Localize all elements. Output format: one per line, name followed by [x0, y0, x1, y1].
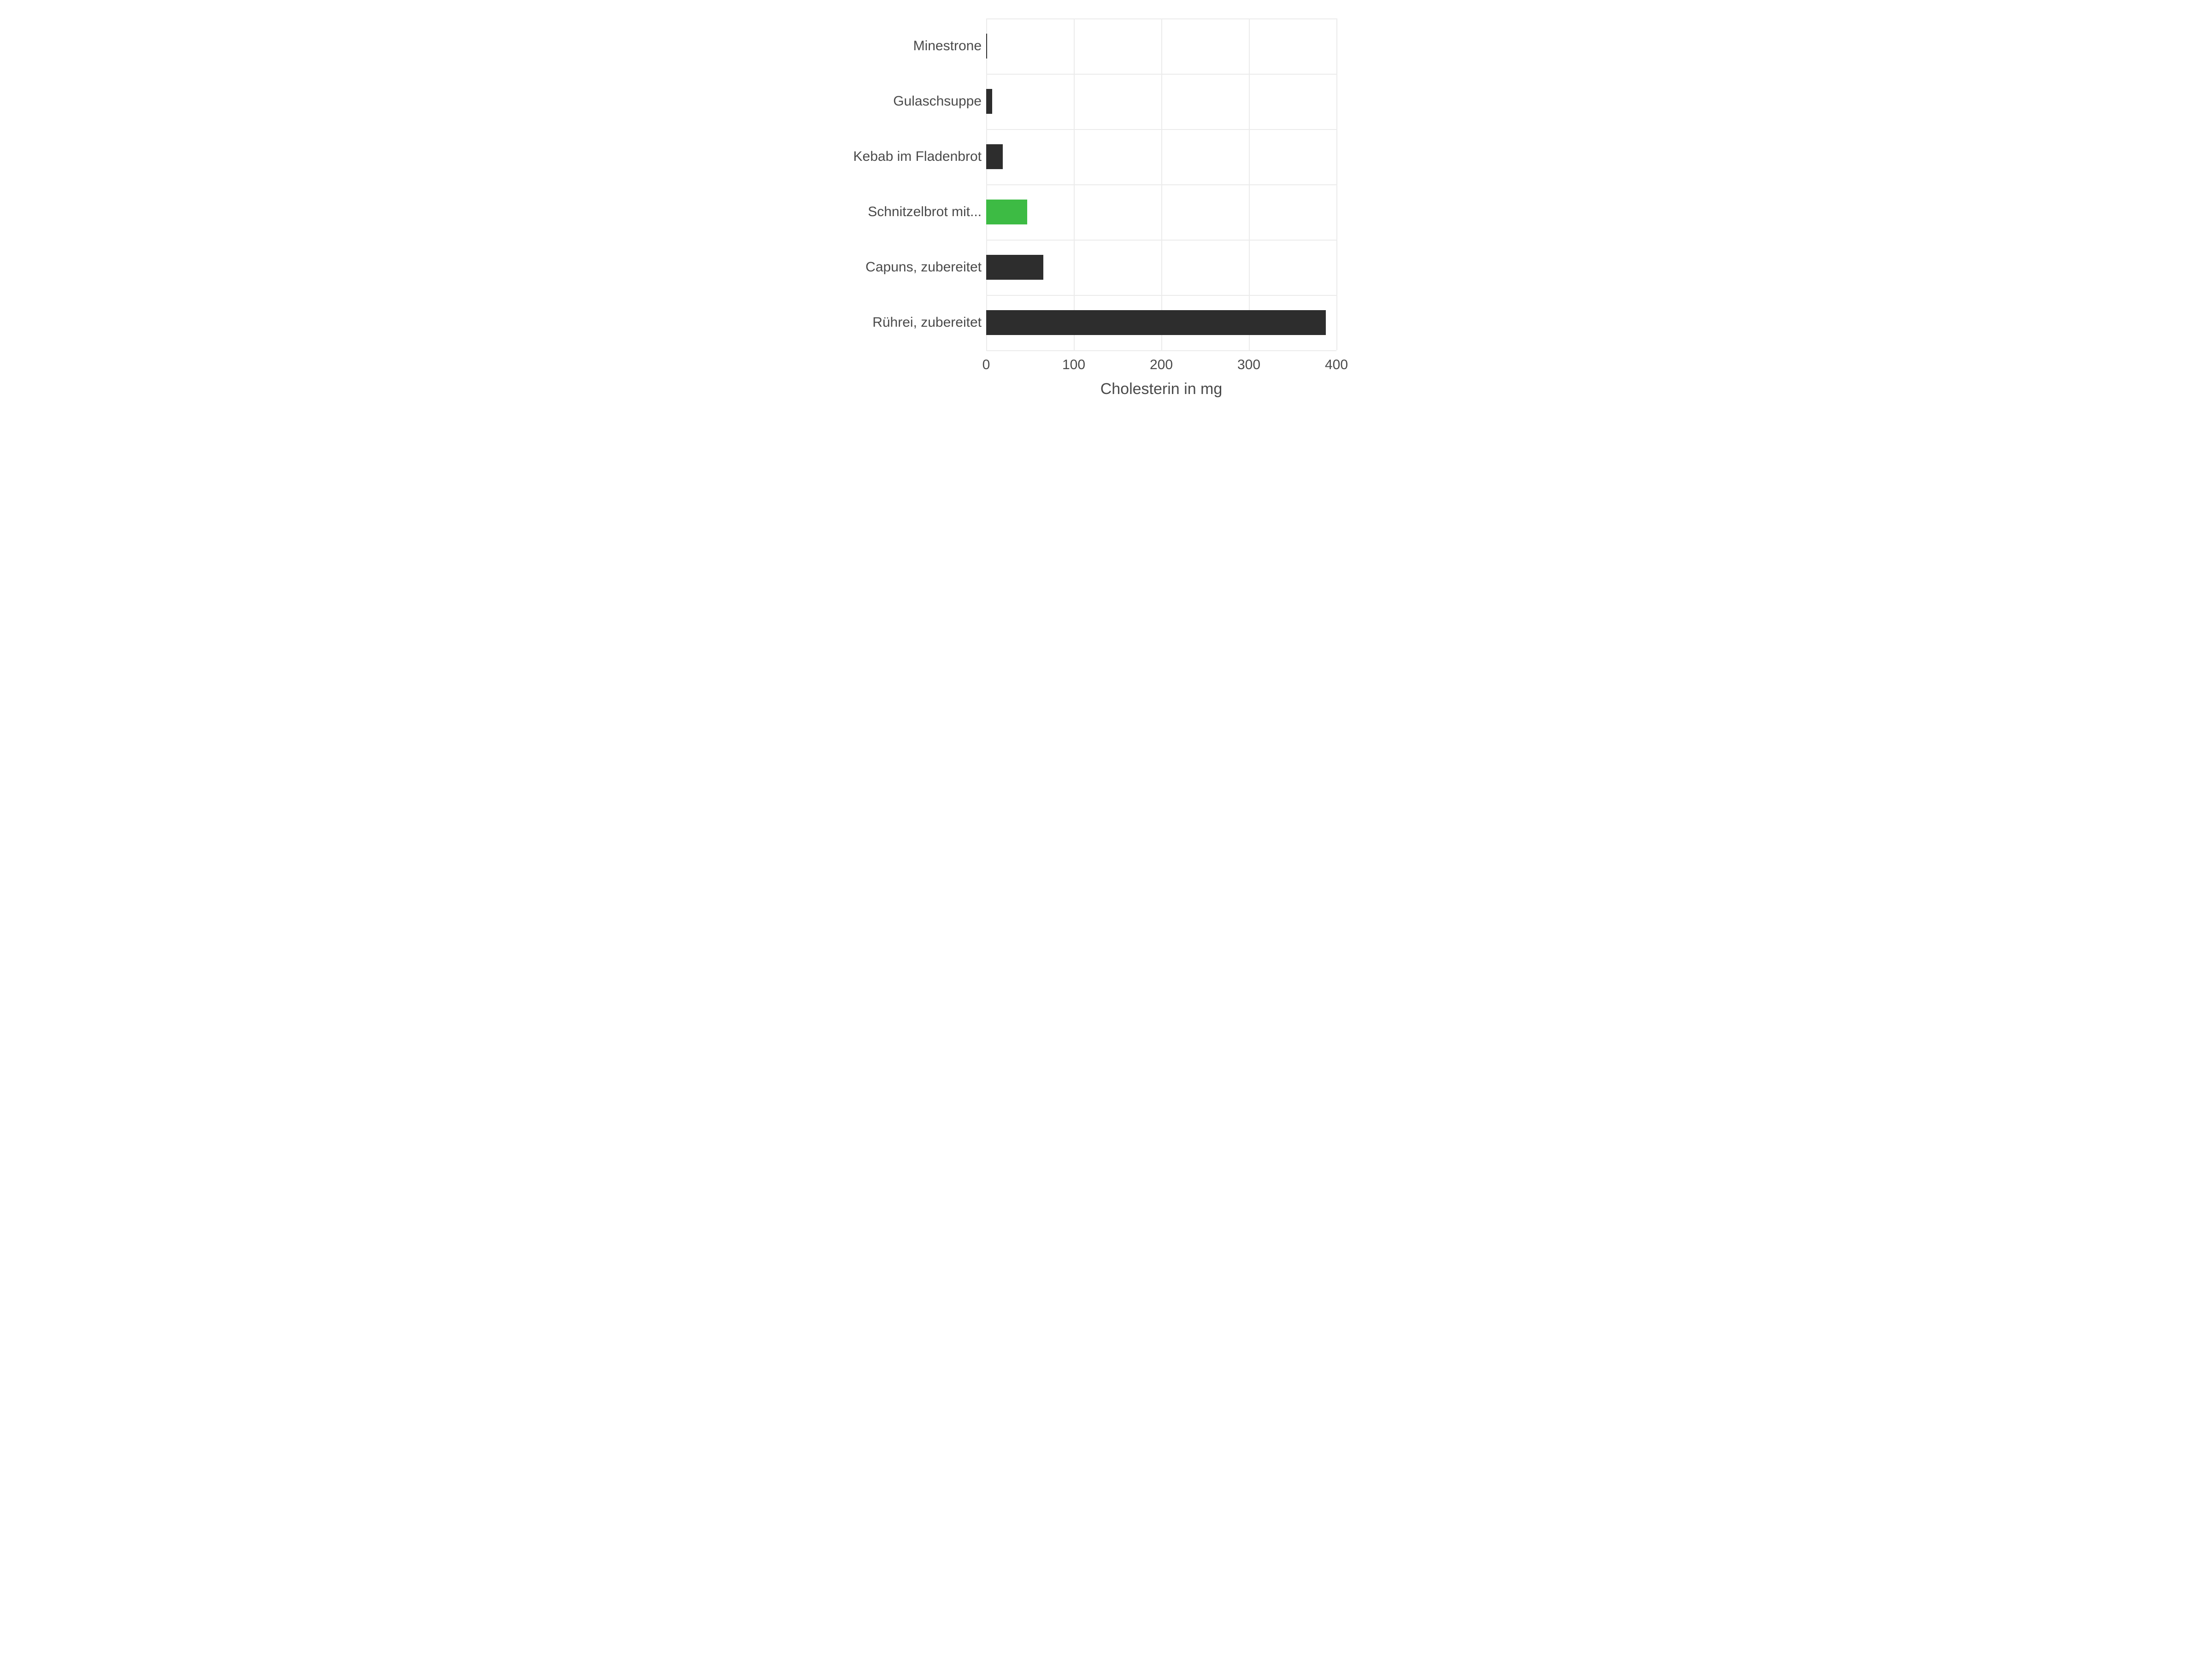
- y-tick-label: Kebab im Fladenbrot: [834, 149, 982, 165]
- x-tick-label: 300: [1237, 357, 1260, 373]
- x-tick-label: 100: [1062, 357, 1085, 373]
- bar-row: [986, 295, 1336, 350]
- y-tick-label: Capuns, zubereitet: [834, 259, 982, 275]
- bar: [986, 34, 987, 59]
- bar-row: [986, 184, 1336, 240]
- x-tick-label: 0: [982, 357, 990, 373]
- bar: [986, 144, 1003, 169]
- bar-row: [986, 18, 1336, 74]
- bar: [986, 310, 1326, 335]
- x-tick-label: 400: [1325, 357, 1348, 373]
- gridline-v: [1336, 18, 1337, 350]
- y-tick-label: Schnitzelbrot mit...: [834, 204, 982, 220]
- bar: [986, 255, 1043, 280]
- y-tick-label: Minestrone: [834, 38, 982, 54]
- bar: [986, 89, 992, 114]
- x-axis-title: Cholesterin in mg: [986, 380, 1336, 398]
- chart-container: Cholesterin in mg 0 100 200 300 400 Minestron…: [830, 0, 1382, 415]
- bar-row: [986, 240, 1336, 295]
- plot-area: [986, 18, 1336, 350]
- y-tick-label: Gulaschsuppe: [834, 94, 982, 109]
- y-tick-label: Rührei, zubereitet: [834, 315, 982, 330]
- bar-row: [986, 74, 1336, 129]
- gridline-h: [986, 350, 1336, 351]
- bar: [986, 200, 1027, 224]
- x-tick-label: 200: [1150, 357, 1173, 373]
- bar-row: [986, 129, 1336, 184]
